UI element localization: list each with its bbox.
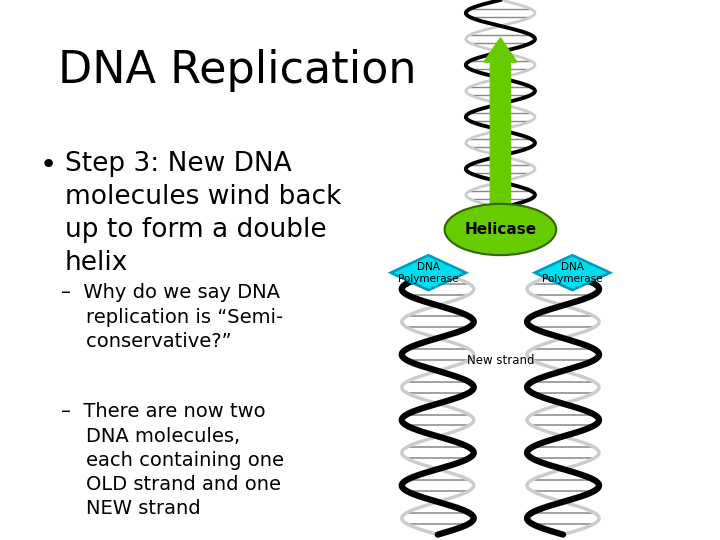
Ellipse shape [444,204,556,255]
Text: Step 3: New DNA
molecules wind back
up to form a double
helix: Step 3: New DNA molecules wind back up t… [65,151,341,276]
Polygon shape [390,255,467,291]
Text: DNA
Polymerase: DNA Polymerase [542,262,603,284]
Text: Helicase: Helicase [464,222,536,237]
FancyArrow shape [484,38,517,208]
Text: DNA Replication: DNA Replication [58,49,416,92]
Text: •: • [40,151,57,179]
Text: –  Why do we say DNA
    replication is “Semi-
    conservative?”: – Why do we say DNA replication is “Semi… [61,284,284,351]
Text: DNA
Polymerase: DNA Polymerase [398,262,459,284]
Text: –  There are now two
    DNA molecules,
    each containing one
    OLD strand a: – There are now two DNA molecules, each … [61,402,284,518]
Text: New strand: New strand [467,354,534,367]
Polygon shape [534,255,611,291]
